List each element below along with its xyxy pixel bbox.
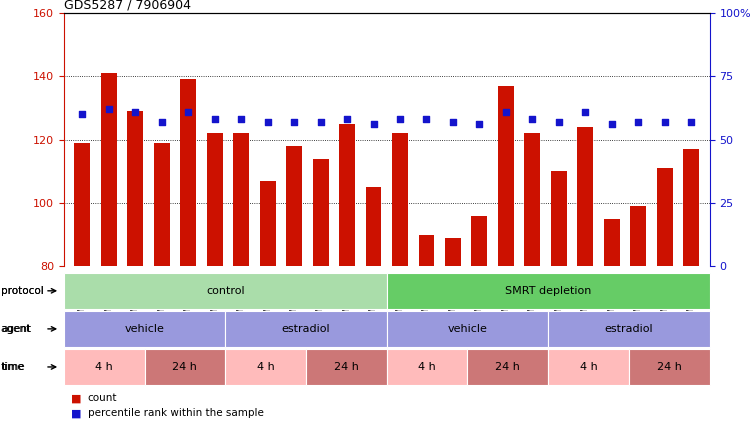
- Text: ■: ■: [71, 409, 86, 418]
- Text: 24 h: 24 h: [496, 362, 520, 372]
- Point: [288, 118, 300, 125]
- Bar: [657, 168, 673, 266]
- Point: [155, 118, 167, 125]
- Bar: [366, 187, 382, 266]
- Text: 24 h: 24 h: [657, 362, 682, 372]
- Text: GDS5287 / 7906904: GDS5287 / 7906904: [64, 0, 191, 11]
- Bar: [312, 159, 328, 266]
- Text: 4 h: 4 h: [95, 362, 113, 372]
- Text: time: time: [1, 362, 24, 372]
- Text: count: count: [88, 393, 117, 403]
- Text: 4 h: 4 h: [418, 362, 436, 372]
- Bar: [128, 111, 143, 266]
- Bar: [683, 149, 699, 266]
- Point: [315, 118, 327, 125]
- Text: 24 h: 24 h: [173, 362, 198, 372]
- Point: [606, 121, 618, 128]
- Point: [209, 116, 221, 123]
- Bar: [260, 181, 276, 266]
- Point: [685, 118, 697, 125]
- Text: 4 h: 4 h: [257, 362, 275, 372]
- Point: [632, 118, 644, 125]
- Text: protocol: protocol: [1, 286, 44, 296]
- Bar: [339, 124, 355, 266]
- Point: [500, 108, 512, 115]
- Bar: [392, 133, 408, 266]
- Text: 4 h: 4 h: [580, 362, 598, 372]
- Point: [579, 108, 591, 115]
- Bar: [286, 146, 302, 266]
- Text: ■: ■: [71, 393, 86, 403]
- Bar: [101, 73, 116, 266]
- Text: agent: agent: [1, 324, 31, 334]
- Bar: [207, 133, 222, 266]
- Point: [367, 121, 379, 128]
- Bar: [234, 133, 249, 266]
- Point: [394, 116, 406, 123]
- Point: [182, 108, 195, 115]
- Bar: [445, 238, 461, 266]
- Bar: [604, 219, 620, 266]
- Bar: [551, 171, 567, 266]
- Text: SMRT depletion: SMRT depletion: [505, 286, 592, 296]
- Point: [447, 118, 459, 125]
- Bar: [524, 133, 540, 266]
- Point: [261, 118, 273, 125]
- Point: [421, 116, 433, 123]
- Text: estradiol: estradiol: [605, 324, 653, 334]
- Bar: [498, 85, 514, 266]
- Point: [235, 116, 247, 123]
- Point: [77, 111, 89, 118]
- Bar: [418, 235, 434, 266]
- Text: 24 h: 24 h: [334, 362, 359, 372]
- Text: control: control: [206, 286, 245, 296]
- Text: protocol: protocol: [2, 286, 44, 296]
- Bar: [472, 216, 487, 266]
- Bar: [578, 127, 593, 266]
- Point: [341, 116, 353, 123]
- Text: vehicle: vehicle: [448, 324, 487, 334]
- Text: time: time: [2, 362, 25, 372]
- Point: [659, 118, 671, 125]
- Bar: [180, 80, 196, 266]
- Point: [103, 106, 115, 113]
- Point: [526, 116, 538, 123]
- Point: [553, 118, 565, 125]
- Text: vehicle: vehicle: [125, 324, 164, 334]
- Bar: [74, 143, 90, 266]
- Text: percentile rank within the sample: percentile rank within the sample: [88, 409, 264, 418]
- Point: [129, 108, 141, 115]
- Bar: [154, 143, 170, 266]
- Point: [473, 121, 485, 128]
- Bar: [630, 206, 646, 266]
- Text: agent: agent: [2, 324, 32, 334]
- Text: estradiol: estradiol: [282, 324, 330, 334]
